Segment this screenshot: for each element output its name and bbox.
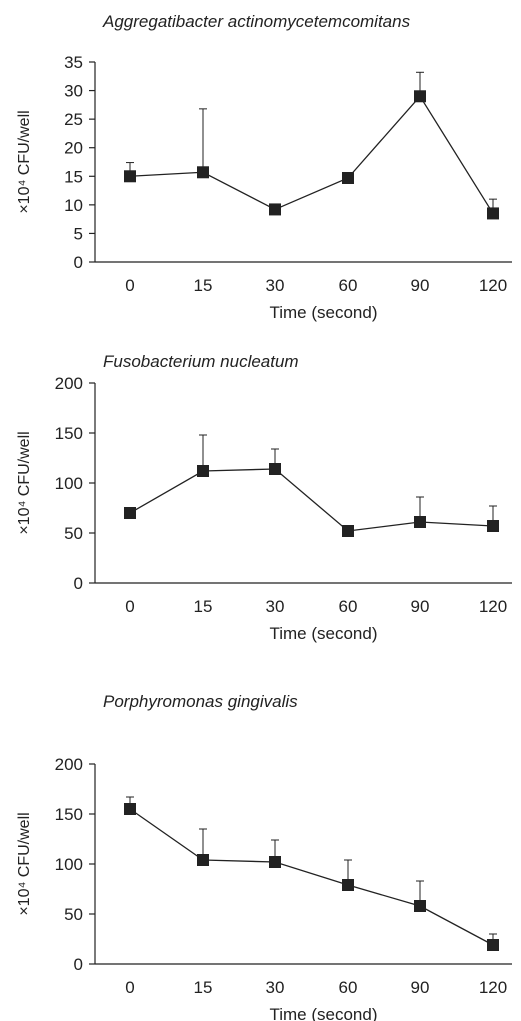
- y-axis-label: ×10⁴ CFU/well: [16, 431, 33, 534]
- x-tick-label: 120: [479, 978, 507, 997]
- data-point-marker: [414, 516, 426, 528]
- x-tick-label: 30: [266, 276, 285, 295]
- data-point-marker: [342, 525, 354, 537]
- data-point-marker: [487, 939, 499, 951]
- y-tick-label: 5: [74, 224, 83, 243]
- y-tick-label: 50: [64, 524, 83, 543]
- y-tick-label: 10: [64, 196, 83, 215]
- x-tick-label: 0: [125, 597, 134, 616]
- chart-panel-f-nucleatum: Fusobacterium nucleatum 0 50 100 150 200 0 15 3…: [0, 340, 521, 680]
- data-point-marker: [269, 203, 281, 216]
- data-point-marker: [197, 166, 209, 179]
- x-tick-label: 15: [194, 276, 213, 295]
- y-tick-label: 50: [64, 905, 83, 924]
- data-point-marker: [124, 507, 136, 519]
- x-tick-label: 30: [266, 597, 285, 616]
- y-axis-label: ×10⁴ CFU/well: [16, 110, 33, 213]
- series-line: [129, 468, 494, 532]
- data-point-marker: [124, 170, 136, 183]
- data-point-marker: [269, 856, 281, 868]
- y-tick-label: 0: [74, 253, 83, 272]
- x-tick-label: 120: [479, 597, 507, 616]
- chart-title: Aggregatibacter actinomycetemcomitans: [103, 12, 411, 31]
- x-tick-label: 60: [339, 597, 358, 616]
- x-tick-label: 30: [266, 978, 285, 997]
- x-tick-label: 0: [125, 978, 134, 997]
- line-chart-a-actinomycetemcomitans: 0 5 10 15 20 25 30 35 0 15 30 60 90 120 Time (second) ×…: [16, 53, 512, 322]
- x-tick-label: 90: [411, 978, 430, 997]
- chart-title: Fusobacterium nucleatum: [103, 352, 299, 371]
- data-point-marker: [487, 520, 499, 532]
- line-chart-p-gingivalis: 0 50 100 150 200 0 15 30 60 90 120 Time (second) ×10…: [16, 755, 512, 1021]
- y-tick-label: 30: [64, 82, 83, 101]
- data-point-marker: [342, 172, 354, 184]
- x-tick-label: 120: [479, 276, 507, 295]
- y-tick-label: 100: [55, 474, 83, 493]
- data-point-marker: [414, 90, 426, 103]
- y-tick-label: 15: [64, 167, 83, 186]
- y-tick-label: 100: [55, 855, 83, 874]
- series-line: [129, 808, 494, 946]
- x-tick-label: 90: [411, 597, 430, 616]
- data-point-marker: [269, 463, 281, 475]
- y-tick-label: 200: [55, 374, 83, 393]
- chart-title: Porphyromonas gingivalis: [103, 692, 298, 711]
- x-axis-label: Time (second): [269, 303, 377, 322]
- x-tick-label: 15: [194, 597, 213, 616]
- x-tick-label: 60: [339, 276, 358, 295]
- x-axis-label: Time (second): [269, 1005, 377, 1021]
- x-axis-label: Time (second): [269, 624, 377, 643]
- y-tick-label: 150: [55, 805, 83, 824]
- x-tick-label: 60: [339, 978, 358, 997]
- x-tick-label: 90: [411, 276, 430, 295]
- data-point-marker: [197, 854, 209, 866]
- x-tick-label: 0: [125, 276, 134, 295]
- y-tick-label: 20: [64, 139, 83, 158]
- y-tick-label: 150: [55, 424, 83, 443]
- data-point-marker: [342, 879, 354, 891]
- data-point-marker: [487, 207, 499, 220]
- line-chart-f-nucleatum: 0 50 100 150 200 0 15 30 60 90 120 Time (second) ×10…: [16, 374, 512, 643]
- data-point-marker: [197, 465, 209, 477]
- data-point-marker: [124, 803, 136, 815]
- y-tick-label: 0: [74, 955, 83, 974]
- chart-panel-a-actinomycetemcomitans: Aggregatibacter actinomycetemcomitans 0 5…: [0, 0, 521, 336]
- y-tick-label: 0: [74, 574, 83, 593]
- y-tick-label: 200: [55, 755, 83, 774]
- y-axis-label: ×10⁴ CFU/well: [16, 812, 33, 915]
- data-point-marker: [414, 900, 426, 912]
- y-tick-label: 35: [64, 53, 83, 72]
- series-line: [129, 95, 494, 214]
- x-tick-label: 15: [194, 978, 213, 997]
- chart-panel-p-gingivalis: Porphyromonas gingivalis 0 50 100 150 200 0 15…: [0, 680, 521, 1021]
- y-tick-label: 25: [64, 110, 83, 129]
